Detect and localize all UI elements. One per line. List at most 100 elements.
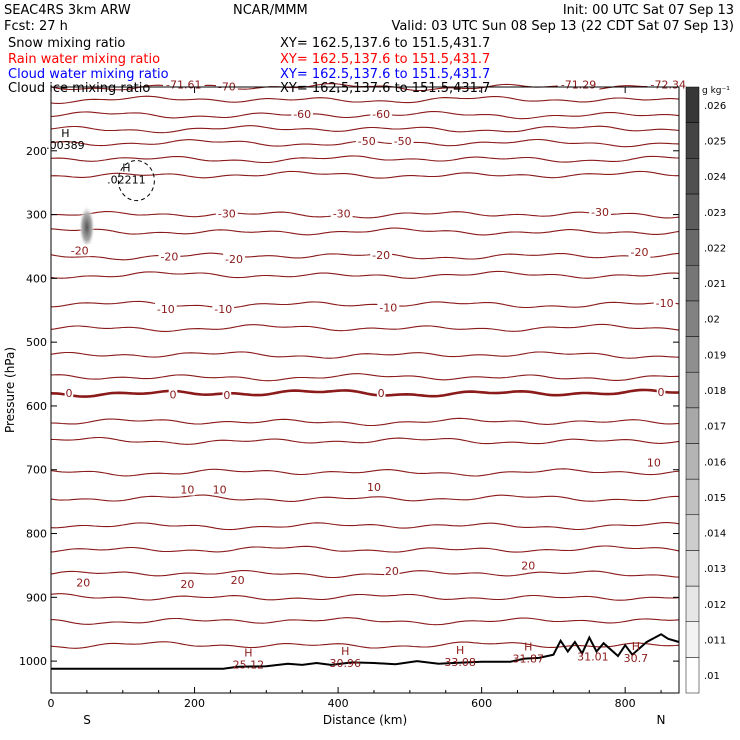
- isotherm-line: [50, 417, 680, 427]
- terrain-line: [51, 633, 680, 670]
- high-marker-value: 25.12: [233, 658, 265, 671]
- contour-label: -60: [293, 108, 311, 121]
- contour-label-bg: [376, 387, 386, 400]
- colorbar-label: .013: [704, 564, 726, 575]
- contour-label: 0: [65, 387, 72, 400]
- high-marker-value: .02211: [107, 174, 146, 187]
- colorbar-label: .018: [704, 386, 726, 397]
- colorbar-swatch: [685, 443, 700, 480]
- contour-label: -50: [394, 135, 412, 148]
- contour-label-bg: [168, 388, 178, 401]
- contour-label: -10: [379, 302, 397, 315]
- y-tick-label: 900: [26, 591, 47, 604]
- contour-label-bg: [628, 246, 651, 259]
- contour-label: 10: [647, 457, 661, 470]
- contour-label: 20: [231, 574, 245, 587]
- isotherm-line: [50, 494, 679, 502]
- contour-label: -10: [656, 297, 674, 310]
- colorbar-label: .01: [704, 671, 720, 682]
- colorbar-label: .012: [704, 600, 726, 611]
- colorbar-label: .011: [704, 636, 726, 647]
- colorbar-label: .025: [704, 136, 726, 147]
- isotherm-line: [50, 323, 680, 332]
- contour-label-bg: [223, 253, 245, 266]
- contour-label: 0: [658, 386, 665, 399]
- contour-label-bg: [154, 302, 177, 315]
- high-marker-value: 30.7: [624, 652, 649, 665]
- y-tick-label: 400: [26, 272, 47, 285]
- x-tick-label: 400: [328, 697, 349, 710]
- contour-label: -71.61: [166, 78, 201, 91]
- high-marker-letter: H: [61, 127, 69, 140]
- x-end-label-south: S: [83, 713, 91, 727]
- colorbar-label: .016: [704, 457, 726, 468]
- contour-label: 10: [180, 484, 194, 497]
- contour-label: 0: [223, 389, 230, 402]
- y-tick-label: 200: [26, 145, 47, 158]
- plot-area: -71.61 -70 -71.29 -72.34-60 -60-50 -50-30 -30-…: [46, 78, 690, 694]
- isotherm-line: [50, 522, 680, 531]
- header-producer: NCAR/MMM: [233, 3, 308, 18]
- contour-label-bg: [212, 483, 228, 496]
- colorbar-label: .019: [704, 350, 726, 361]
- header-valid: Valid: 03 UTC Sun 08 Sep 13 (22 CDT Sat …: [391, 19, 734, 34]
- contour-label-bg: [291, 107, 314, 120]
- isotherm-line: [50, 227, 680, 236]
- colorbar-swatch: [685, 514, 700, 551]
- colorbar-swatch: [685, 229, 700, 266]
- contour-label: -50: [358, 135, 376, 148]
- isotherm-line: [50, 593, 680, 601]
- high-marker-value: .00389: [46, 139, 85, 152]
- high-marker-value: 30.96: [330, 657, 362, 670]
- contour-label-bg: [589, 206, 611, 219]
- cloud-ice-shading: [78, 160, 155, 250]
- colorbar-swatch: [685, 336, 700, 373]
- y-tick-label: 500: [26, 336, 47, 349]
- isotherm-line: [50, 125, 680, 134]
- contour-label: 10: [213, 484, 227, 497]
- contour-label: -30: [218, 207, 236, 220]
- cloud-ice-maximum: [78, 205, 95, 250]
- colorbar-swatch: [685, 407, 700, 444]
- isotherm-line: [50, 210, 680, 219]
- isotherm-line: [50, 270, 680, 279]
- contour-label: -10: [157, 303, 175, 316]
- contour-label-bg: [391, 135, 414, 148]
- contour-label-bg: [646, 456, 662, 469]
- plot-border: [50, 86, 680, 694]
- colorbar-swatch: [685, 550, 700, 587]
- contour-label-bg: [64, 387, 74, 400]
- contour-label-bg: [377, 301, 400, 314]
- contour-label: -20: [160, 251, 178, 264]
- colorbar-swatch: [685, 193, 700, 230]
- field-xy-cloud-water: XY= 162.5,137.6 to 151.5,431.7: [280, 67, 490, 82]
- contour-label-bg: [215, 207, 238, 220]
- field-name-snow: Snow mixing ratio: [8, 36, 125, 51]
- isotherm-line: [50, 252, 680, 261]
- x-axis: 0 200 400 600 800: [48, 87, 662, 710]
- contour-label-bg: [355, 135, 378, 148]
- contour-label: 20: [180, 578, 194, 591]
- high-marker-letter: H: [122, 162, 130, 175]
- terrain-surface: [51, 633, 680, 670]
- y-axis-title: Pressure (hPa): [3, 347, 17, 433]
- high-marker-value: 33.08: [444, 656, 476, 669]
- high-marker-letter: H: [456, 644, 464, 657]
- contour-label-bg: [370, 248, 393, 261]
- y-tick-label: 700: [26, 464, 47, 477]
- contour-label-bg: [212, 302, 235, 315]
- x-tick-label: 200: [184, 697, 205, 710]
- contour-label: -20: [372, 249, 390, 262]
- header-init: Init: 00 UTC Sat 07 Sep 13: [563, 3, 734, 18]
- contour-label: 20: [385, 565, 399, 578]
- header-fcst: Fcst: 27 h: [4, 19, 68, 34]
- header: SEAC4RS 3km ARW Fcst: 27 h NCAR/MMM Init…: [4, 3, 734, 82]
- high-marker-value: 31.01: [577, 651, 609, 664]
- colorbar: .01 .011 .012 .013 .014 .015 .016 .017 .018 .019.…: [685, 86, 730, 694]
- contour-label-bg: [222, 389, 232, 402]
- contour-label: -20: [631, 246, 649, 259]
- snow-contour-dashed: [117, 160, 155, 202]
- contour-label-bg: [384, 565, 400, 578]
